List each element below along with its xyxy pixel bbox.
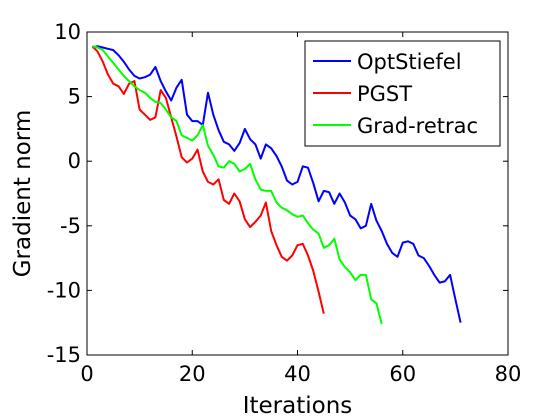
y-tick-label: -5 bbox=[60, 214, 81, 238]
x-tick-label: 40 bbox=[284, 362, 311, 386]
legend: OptStiefel PGST Grad-retrac bbox=[304, 40, 501, 147]
x-axis-label: Iterations bbox=[243, 393, 353, 419]
y-tick-label: -15 bbox=[47, 343, 81, 367]
series-line-1 bbox=[92, 45, 462, 323]
y-tick-label: 0 bbox=[68, 149, 81, 173]
legend-label-3: Grad-retrac bbox=[357, 114, 478, 138]
x-tick-label: 20 bbox=[179, 362, 206, 386]
x-tick-label: 60 bbox=[389, 362, 416, 386]
y-tick-label: -10 bbox=[47, 278, 81, 302]
y-tick-label: 5 bbox=[68, 85, 81, 109]
legend-label-1: OptStiefel bbox=[357, 50, 462, 74]
tick-layer: 0 20 40 60 80 -15 -10 -5 0 5 10 bbox=[47, 20, 522, 386]
series-layer bbox=[91, 45, 462, 325]
legend-label-2: PGST bbox=[357, 82, 412, 106]
y-tick-label: 10 bbox=[54, 20, 81, 44]
x-tick-label: 80 bbox=[495, 362, 522, 386]
series-line-3 bbox=[92, 45, 383, 325]
y-axis-label: Gradient norm bbox=[10, 110, 36, 278]
x-tick-label: 0 bbox=[80, 362, 93, 386]
